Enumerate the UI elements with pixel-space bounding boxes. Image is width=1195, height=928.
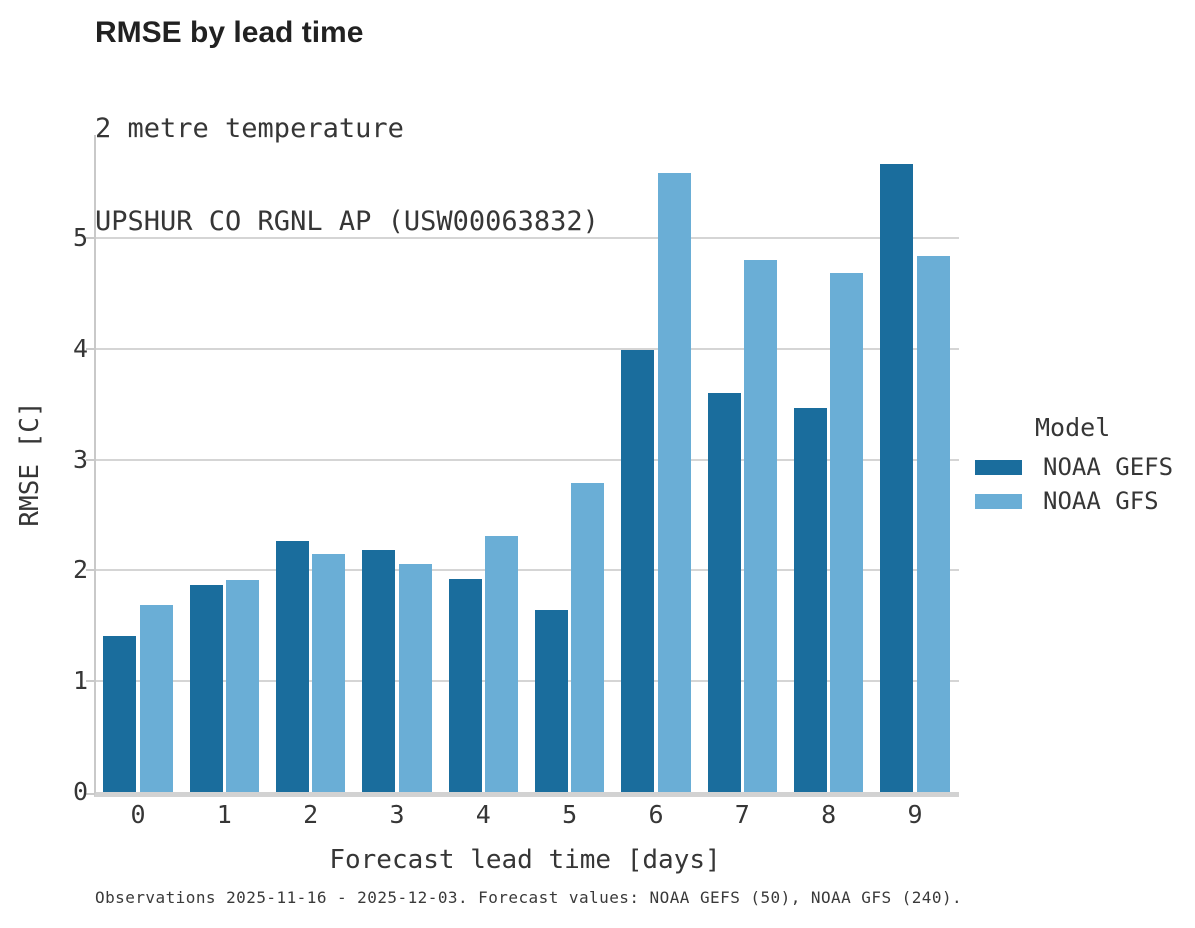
bar-noaa-gfs-lead-2 xyxy=(312,554,346,792)
y-tick-label-4: 4 xyxy=(72,333,88,363)
y-tick-label-0: 0 xyxy=(72,777,88,806)
bar-noaa-gefs-lead-1 xyxy=(189,585,223,792)
chart-title: RMSE by lead time xyxy=(95,16,364,49)
legend: Model NOAA GEFS NOAA GFS xyxy=(975,413,1173,518)
bar-noaa-gefs-lead-8 xyxy=(793,408,827,792)
y-tick-mark-3 xyxy=(86,458,94,461)
legend-label-noaa-gefs: NOAA GEFS xyxy=(1043,453,1174,481)
x-tick-label-8: 8 xyxy=(821,800,837,829)
y-tick-label-1: 1 xyxy=(72,666,88,696)
legend-title: Model xyxy=(1035,413,1111,442)
x-tick-label-5: 5 xyxy=(562,800,578,829)
y-tick-mark-4 xyxy=(86,347,94,350)
bar-noaa-gefs-lead-9 xyxy=(880,164,914,792)
y-tick-label-3: 3 xyxy=(72,444,88,474)
bar-noaa-gfs-lead-1 xyxy=(226,580,260,792)
bar-noaa-gefs-lead-7 xyxy=(707,393,741,792)
y-tick-label-5: 5 xyxy=(72,223,88,253)
bar-noaa-gfs-lead-0 xyxy=(139,605,173,792)
bar-noaa-gfs-lead-7 xyxy=(744,260,778,792)
bar-noaa-gfs-lead-9 xyxy=(916,256,950,792)
x-tick-label-0: 0 xyxy=(130,800,146,829)
bar-noaa-gfs-lead-3 xyxy=(398,564,432,792)
bar-noaa-gefs-lead-6 xyxy=(621,350,655,792)
gridline-y-1 xyxy=(96,680,959,683)
bar-noaa-gefs-lead-5 xyxy=(534,610,568,792)
bar-noaa-gfs-lead-4 xyxy=(485,536,519,792)
noaa-gefs-color-swatch xyxy=(975,459,1022,475)
y-tick-mark-0 xyxy=(86,793,94,795)
bar-noaa-gefs-lead-4 xyxy=(448,579,482,792)
bar-noaa-gefs-lead-2 xyxy=(275,541,309,792)
x-tick-label-1: 1 xyxy=(216,800,232,829)
y-tick-mark-1 xyxy=(86,680,94,683)
bar-chart-plot-area: 0 1 2 3 4 5 0 1 2 3 4 5 6 7 8 9 xyxy=(73,135,959,829)
x-tick-label-6: 6 xyxy=(648,800,664,829)
subtitle-station: UPSHUR CO RGNL AP (USW00063832) xyxy=(95,206,599,237)
subtitle-variable: 2 metre temperature xyxy=(95,113,404,144)
gridline-y-3 xyxy=(96,458,959,461)
x-tick-label-7: 7 xyxy=(734,800,750,829)
footnote-caption: Observations 2025-11-16 - 2025-12-03. Fo… xyxy=(95,888,963,907)
gridline-y-5 xyxy=(96,237,959,240)
bar-noaa-gfs-lead-8 xyxy=(830,273,864,792)
x-tick-label-4: 4 xyxy=(475,800,491,829)
bar-noaa-gefs-lead-3 xyxy=(362,550,396,792)
chart-subtitle: 2 metre temperature UPSHUR CO RGNL AP (U… xyxy=(95,51,599,268)
bar-noaa-gefs-lead-0 xyxy=(103,636,137,792)
noaa-gfs-color-swatch xyxy=(975,493,1022,509)
y-axis-title: RMSE [C] xyxy=(15,401,45,527)
y-tick-mark-5 xyxy=(86,237,94,240)
x-axis-title: Forecast lead time [days] xyxy=(329,845,721,875)
gridline-y-2 xyxy=(96,569,959,572)
bar-noaa-gfs-lead-6 xyxy=(657,173,691,792)
y-tick-mark-2 xyxy=(86,569,94,572)
x-tick-label-9: 9 xyxy=(907,800,923,829)
x-tick-label-3: 3 xyxy=(389,800,405,829)
legend-item-noaa-gefs: NOAA GEFS xyxy=(975,450,1173,484)
legend-item-noaa-gfs: NOAA GFS xyxy=(975,484,1173,518)
x-tick-label-2: 2 xyxy=(303,800,319,829)
gridline-y-4 xyxy=(96,347,959,350)
y-tick-label-2: 2 xyxy=(72,555,88,585)
bar-noaa-gfs-lead-5 xyxy=(571,483,605,792)
legend-label-noaa-gfs: NOAA GFS xyxy=(1043,487,1159,515)
